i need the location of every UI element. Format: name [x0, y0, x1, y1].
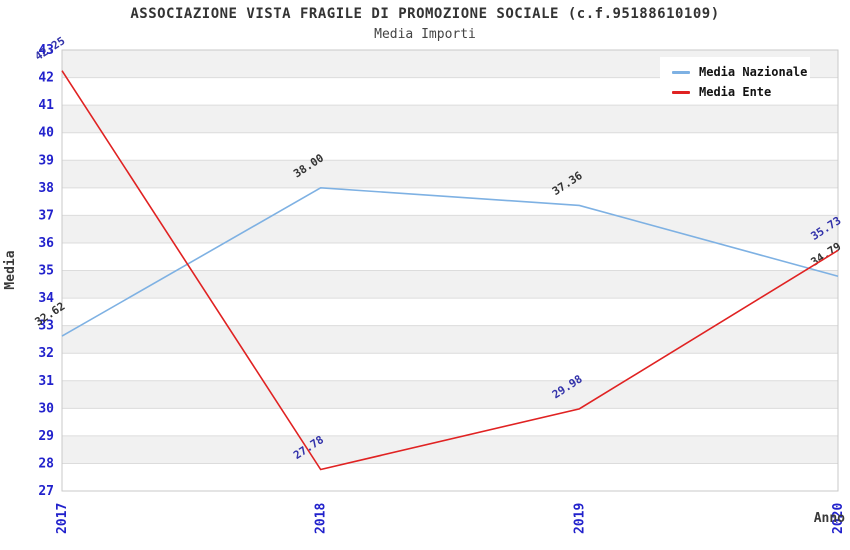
- y-tick-label: 32: [38, 346, 54, 361]
- chart-subtitle: Media Importi: [374, 27, 476, 42]
- y-tick-label: 36: [38, 236, 54, 251]
- grid-band: [62, 160, 838, 188]
- y-tick-label: 43: [38, 43, 54, 58]
- series-line-1: [61, 70, 839, 471]
- x-axis-title: Anno: [813, 511, 845, 526]
- y-tick-label: 35: [38, 264, 54, 279]
- y-tick-label: 29: [38, 429, 54, 444]
- grid-band: [62, 105, 838, 133]
- y-tick-label: 31: [38, 374, 54, 389]
- series-line-0: [61, 186, 839, 337]
- grid-band: [62, 215, 838, 243]
- chart-title: ASSOCIAZIONE VISTA FRAGILE DI PROMOZIONE…: [130, 6, 720, 22]
- y-tick-label: 33: [38, 319, 54, 334]
- y-tick-label: 30: [38, 401, 54, 416]
- grid-band: [62, 380, 838, 409]
- plot-border: [61, 49, 839, 492]
- legend-swatch-ente-icon: [672, 90, 690, 94]
- legend-swatch-nazionale-icon: [672, 70, 690, 74]
- grid-band: [62, 325, 838, 354]
- x-tick-label: 2019: [572, 503, 587, 534]
- y-tick-label: 39: [38, 153, 54, 168]
- x-tick-label: 2017: [55, 503, 70, 534]
- y-tick-label: 41: [38, 98, 54, 113]
- y-tick-label: 40: [38, 126, 54, 141]
- grid-band: [62, 270, 838, 299]
- legend: Media Nazionale Media Ente: [660, 57, 810, 101]
- y-tick-label: 42: [38, 71, 54, 86]
- legend-label-ente: Media Ente: [699, 85, 772, 99]
- y-tick-label: 34: [38, 291, 54, 306]
- y-axis-title: Media: [3, 250, 18, 290]
- grid-band: [62, 435, 838, 464]
- legend-item-media-ente: Media Ente: [672, 82, 810, 102]
- y-tick-label: 37: [38, 208, 54, 223]
- y-tick-label: 27: [38, 484, 54, 499]
- legend-label-nazionale: Media Nazionale: [699, 65, 808, 79]
- x-tick-label: 2020: [831, 503, 846, 534]
- y-tick-label: 38: [38, 181, 54, 196]
- y-tick-label: 28: [38, 456, 54, 471]
- legend-item-media-nazionale: Media Nazionale: [672, 62, 810, 82]
- x-tick-label: 2018: [314, 503, 329, 534]
